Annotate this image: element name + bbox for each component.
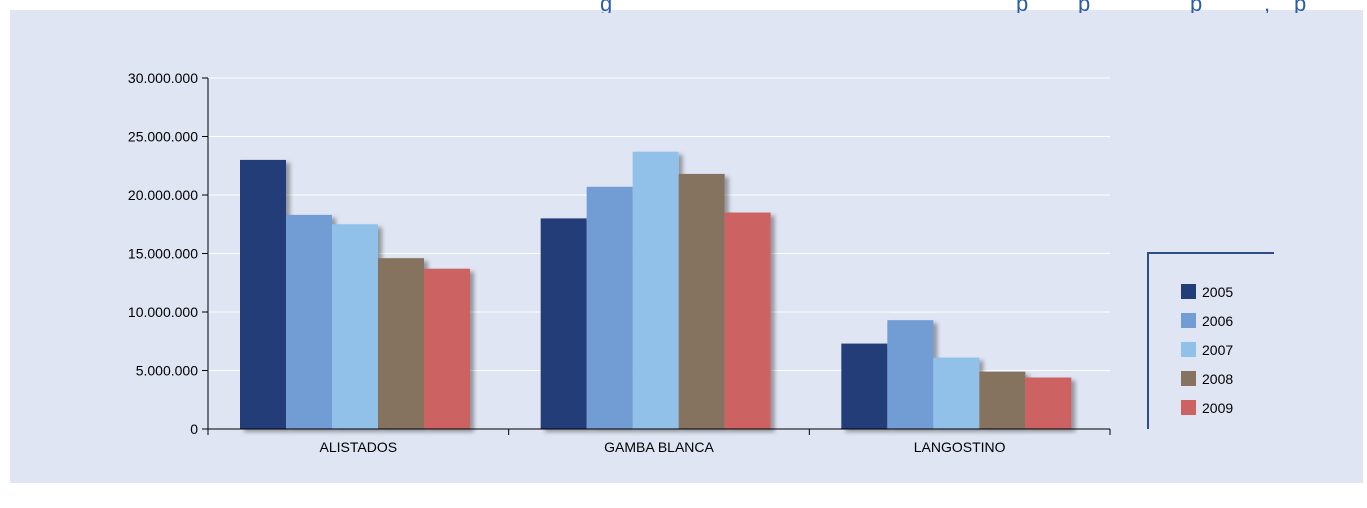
- legend-swatch: [1181, 284, 1196, 299]
- y-tick-label: 0: [190, 421, 198, 437]
- y-tick-label: 25.000.000: [128, 129, 198, 145]
- y-tick-label: 10.000.000: [128, 304, 198, 320]
- legend-label: 2005: [1202, 284, 1233, 300]
- x-tick-label: GAMBA BLANCA: [604, 439, 714, 455]
- legend-swatch: [1181, 400, 1196, 415]
- y-tick-label: 20.000.000: [128, 187, 198, 203]
- axes: 0 5.000.000 10.000.000 15.000.000 20.000.000…: [128, 70, 1111, 455]
- title-fragment-6: p: [1294, 0, 1307, 13]
- bar: [378, 258, 424, 429]
- bar: [678, 173, 725, 429]
- clipped-title-strip: g p p p , p: [0, 0, 1367, 13]
- y-tick-label: 15.000.000: [128, 246, 198, 262]
- bar: [332, 224, 378, 429]
- legend-frame: [1147, 252, 1274, 429]
- legend-label: 2006: [1202, 313, 1233, 329]
- bar: [632, 151, 679, 429]
- bar: [240, 159, 286, 429]
- title-fragment-1: g: [600, 0, 613, 13]
- bar: [933, 357, 980, 429]
- legend: 2005 2006 2007 2008 2009: [1147, 252, 1274, 429]
- legend-swatch: [1181, 313, 1196, 328]
- legend-label: 2007: [1202, 342, 1233, 358]
- bars: [240, 151, 1072, 429]
- title-fragment-5: ,: [1264, 0, 1271, 13]
- title-fragment-2: p: [1016, 0, 1029, 13]
- legend-swatch: [1181, 342, 1196, 357]
- x-tick-label: ALISTADOS: [320, 439, 398, 455]
- x-tick-label: LANGOSTINO: [914, 439, 1006, 455]
- legend-label: 2009: [1202, 400, 1233, 416]
- bar: [540, 218, 587, 429]
- title-fragment-4: p: [1190, 0, 1203, 13]
- bar: [286, 214, 332, 429]
- bar: [1025, 377, 1072, 429]
- title-fragment-3: p: [1078, 0, 1091, 13]
- bar: [979, 371, 1026, 429]
- y-tick-label: 5.000.000: [136, 363, 198, 379]
- bar: [586, 186, 633, 429]
- bar: [887, 320, 934, 429]
- bar: [424, 268, 470, 429]
- legend-label: 2008: [1202, 371, 1233, 387]
- bar: [841, 343, 888, 429]
- bar: [724, 212, 771, 429]
- legend-swatch: [1181, 371, 1196, 386]
- y-tick-label: 30.000.000: [128, 70, 198, 86]
